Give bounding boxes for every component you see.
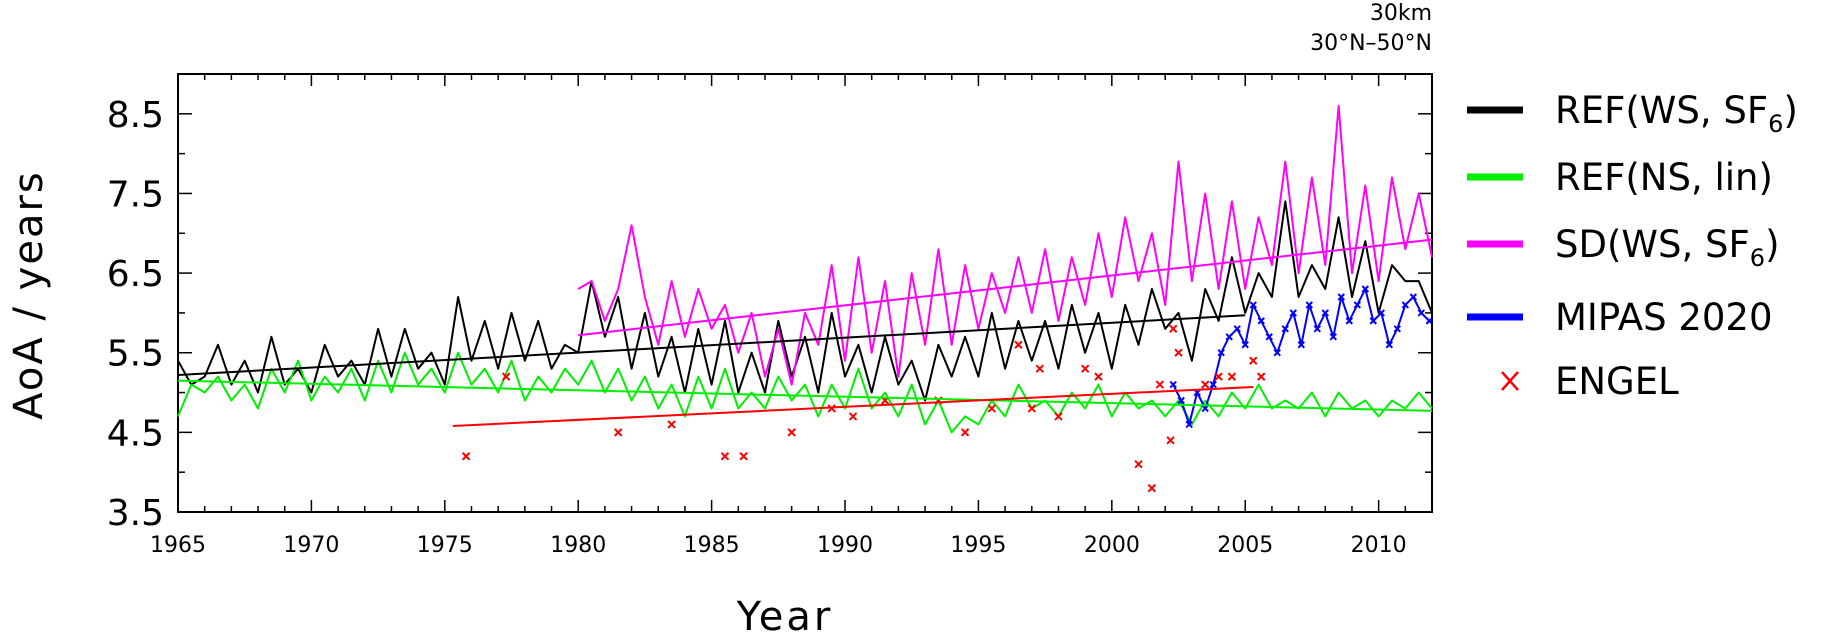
x-tick-label: 1970 — [283, 533, 339, 558]
data-point-mipas-2020-cross — [1209, 380, 1217, 389]
data-point-mipas-2020-cross — [1345, 317, 1353, 325]
data-point-engel-cross — [1134, 460, 1143, 469]
trend-line-sd-ws-sf6 — [578, 238, 1433, 337]
plot-frame — [177, 73, 1433, 513]
data-point-engel-cross — [1174, 348, 1183, 357]
data-point-engel-cross — [1027, 404, 1036, 413]
data-point-mipas-2020-cross — [1417, 309, 1426, 317]
legend-label-mipas-2020: MIPAS 2020 — [1555, 296, 1773, 339]
x-tick-label: 2000 — [1084, 533, 1140, 558]
data-point-mipas-2020-cross — [1385, 341, 1394, 349]
data-point-mipas-2020-cross — [1297, 341, 1305, 349]
data-point-engel-cross — [1014, 340, 1023, 349]
data-point-mipas-2020-cross — [1225, 333, 1233, 341]
legend-label-sd-ws-sf6: SD(WS, SF6) — [1555, 223, 1780, 272]
y-tick-label: 3.5 — [107, 493, 164, 534]
series-line-sd-ws-sf6 — [577, 104, 1433, 386]
y-tick-label: 4.5 — [107, 413, 164, 454]
data-point-engel-cross — [1227, 372, 1237, 381]
data-point-engel-cross — [1166, 436, 1175, 445]
legend: REF(WS, SF6) REF(NS, lin) SD(WS, SF6) MIPAS… — [1467, 89, 1798, 403]
annotation-altitude: 30km — [1370, 1, 1432, 26]
data-point-mipas-2020-cross — [1313, 325, 1321, 333]
data-point-engel-cross — [1035, 364, 1044, 373]
data-point-engel-cross — [848, 412, 858, 421]
y-tick-label: 7.5 — [107, 174, 164, 215]
data-point-engel-cross — [787, 428, 796, 437]
legend-label-engel: ENGEL — [1555, 360, 1679, 403]
y-tick-label: 6.5 — [107, 254, 164, 295]
annotation-latitude-band: 30°N–50°N — [1310, 31, 1432, 56]
data-point-mipas-2020-cross — [1185, 420, 1193, 429]
data-point-mipas-2020-cross — [1289, 309, 1297, 317]
data-point-mipas-2020-cross — [1361, 285, 1370, 293]
data-point-mipas-2020-cross — [1233, 325, 1241, 333]
data-point-engel-cross — [1214, 372, 1223, 381]
data-point-mipas-2020-cross — [1257, 317, 1265, 325]
series-line-ref-ws-sf6 — [177, 200, 1433, 402]
legend-swatch-engel-cross — [1501, 371, 1519, 391]
trend-line-ref-ns-lin — [177, 379, 1433, 412]
data-point-mipas-2020-cross — [1393, 325, 1402, 333]
data-point-mipas-2020-cross — [1425, 317, 1434, 325]
data-point-mipas-2020-cross — [1177, 396, 1185, 405]
data-point-engel-cross — [1147, 483, 1157, 493]
legend-label-ref-ns-lin: REF(NS, lin) — [1555, 156, 1773, 199]
data-point-mipas-2020-cross — [1377, 309, 1386, 317]
data-point-engel-cross — [987, 404, 996, 413]
data-point-mipas-2020-cross — [1337, 293, 1345, 301]
data-point-mipas-2020-cross — [1353, 301, 1362, 309]
y-tick-label: 8.5 — [107, 95, 164, 136]
data-point-engel-cross — [501, 372, 511, 381]
x-tick-label: 1985 — [684, 533, 740, 558]
y-tick-label: 5.5 — [107, 334, 164, 375]
data-point-engel-cross — [1257, 372, 1266, 381]
data-point-mipas-2020-cross — [1265, 333, 1273, 341]
x-tick-label: 2005 — [1217, 533, 1273, 558]
data-point-mipas-2020-cross — [1249, 301, 1257, 309]
data-point-engel-cross — [1155, 380, 1165, 389]
data-point-engel-cross — [1249, 356, 1258, 365]
x-tick-label: 1965 — [150, 533, 206, 558]
data-point-engel-cross — [667, 420, 676, 429]
data-point-mipas-2020-cross — [1321, 309, 1329, 317]
data-point-mipas-2020-cross — [1201, 404, 1209, 413]
y-axis-title: AoA / years — [6, 170, 52, 419]
data-point-mipas-2020-cross — [1369, 317, 1378, 325]
data-point-engel-cross — [1054, 412, 1063, 421]
data-point-engel-cross — [1201, 380, 1210, 389]
data-point-engel-cross — [960, 428, 970, 437]
data-point-mipas-2020-cross — [1409, 293, 1418, 301]
data-point-mipas-2020-cross — [1329, 333, 1337, 341]
trend-line-engel — [452, 385, 1254, 427]
data-point-mipas-2020-cross — [1401, 301, 1410, 309]
data-point-engel-cross — [1080, 364, 1090, 373]
data-point-mipas-2020-cross — [1273, 349, 1281, 357]
x-tick-label: 1975 — [417, 533, 473, 558]
x-axis-title: Year — [736, 594, 834, 638]
data-point-mipas-2020-cross — [1169, 380, 1177, 389]
data-point-engel-cross — [1168, 324, 1178, 334]
data-point-mipas-2020-cross — [1217, 349, 1225, 357]
series-line-ref-ns-lin — [177, 351, 1433, 434]
x-tick-label: 1995 — [950, 533, 1006, 558]
data-point-engel-cross — [720, 452, 730, 461]
data-point-engel-cross — [1094, 372, 1103, 381]
data-point-mipas-2020-cross — [1281, 325, 1289, 333]
trend-line-ref-ws-sf6 — [177, 314, 1246, 377]
x-tick-label: 1990 — [817, 533, 873, 558]
x-tick-label: 1980 — [550, 533, 606, 558]
data-point-mipas-2020-cross — [1241, 341, 1249, 349]
data-point-engel-cross — [614, 428, 623, 437]
data-point-engel-cross — [461, 452, 471, 461]
legend-label-ref-ws-sf6: REF(WS, SF6) — [1555, 89, 1798, 138]
data-point-mipas-2020-cross — [1305, 301, 1313, 309]
data-point-engel-cross — [739, 452, 748, 461]
x-tick-label: 2010 — [1351, 533, 1407, 558]
